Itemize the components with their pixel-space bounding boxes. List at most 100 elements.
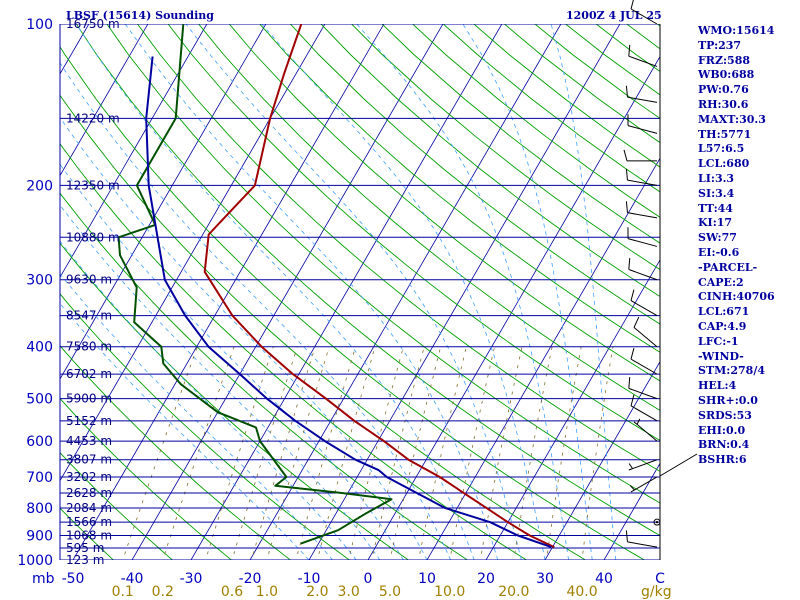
pressure-tick-label: 600 [26, 434, 53, 450]
moist-adiabat-line [60, 204, 381, 560]
height-label: 2084 m [66, 501, 112, 515]
stat-item: FRZ:588 [698, 53, 751, 67]
isotherm-line [190, 24, 503, 560]
isotherm-line [60, 24, 208, 279]
height-label: 5152 m [66, 414, 112, 428]
mixing-ratio-label: 0.6 [221, 584, 243, 600]
dewpoint-profile [117, 24, 393, 545]
temperature-tick-label: 30 [536, 571, 554, 587]
mixing-ratio-line [316, 346, 376, 560]
pressure-tick-label: 200 [26, 178, 53, 194]
height-label: 1566 m [66, 515, 112, 529]
wind-barb [623, 149, 657, 162]
wind-barb [633, 418, 658, 442]
isotherm-line [485, 259, 660, 560]
height-label: 1068 m [66, 528, 112, 542]
stat-item: LCL:671 [698, 305, 750, 319]
pressure-tick-label: 500 [26, 392, 53, 408]
dry-adiabat-line [60, 452, 174, 560]
wind-barbs [623, 0, 698, 548]
wind-barb [628, 44, 658, 67]
mixing-ratio-label: 0.2 [152, 584, 174, 600]
dry-adiabat-line [60, 507, 115, 560]
wind-barb [630, 289, 658, 317]
stat-item: EI:-0.6 [698, 245, 740, 259]
temperature-tick-label: -40 [121, 571, 144, 587]
stat-item: TT:44 [698, 201, 733, 215]
pressure-tick-label: 900 [26, 528, 53, 544]
isotherm-line [426, 157, 660, 560]
stat-item: KI:17 [698, 216, 733, 230]
mixing-ratio-label: 3.0 [337, 584, 359, 600]
page-title: LBSF (15614) Sounding [66, 9, 214, 22]
stat-item: L57:6.5 [698, 142, 745, 156]
wind-barb [627, 227, 658, 247]
temperature-unit-label: C [655, 571, 665, 587]
temperature-tick-label: -30 [180, 571, 203, 587]
temperature-profile [203, 24, 555, 549]
height-label: 3202 m [66, 470, 112, 484]
height-label: 5900 m [66, 392, 112, 406]
height-label: 2628 m [66, 486, 112, 500]
wind-barb [630, 0, 658, 25]
stat-item: HEL:4 [698, 379, 737, 393]
isotherm-line [603, 462, 660, 560]
stat-item: CAPE:2 [698, 275, 744, 289]
stat-item: SHR+:0.0 [698, 393, 758, 407]
wind-barb [628, 376, 658, 400]
height-label: 6702 m [66, 367, 112, 381]
moist-adiabat-line [356, 24, 569, 560]
wind-barb [629, 476, 658, 493]
wind-barb [625, 201, 658, 219]
height-label: 595 m [66, 541, 104, 555]
wind-barb [625, 85, 658, 103]
mixing-ratio-label: 2.0 [306, 584, 328, 600]
stat-item: CINH:40706 [698, 290, 775, 304]
pressure-tick-label: 800 [26, 501, 53, 517]
dry-adiabat-line [60, 397, 233, 560]
chart-grid [0, 0, 660, 571]
mixing-ratio-line [581, 346, 614, 560]
mixing-ratio-line [546, 346, 582, 560]
stat-item: RH:30.6 [698, 97, 749, 111]
chart-series [117, 24, 555, 549]
mixing-ratio-label: 0.1 [112, 584, 134, 600]
mixing-ratio-label: 1.0 [256, 584, 278, 600]
mixing-ratio-label: 40.0 [566, 584, 597, 600]
stat-item: CAP:4.9 [698, 319, 747, 333]
mixing-ratio-label: 10.0 [434, 584, 465, 600]
dry-adiabat-line [0, 0, 6, 571]
stat-item: SRDS:53 [698, 408, 752, 422]
isotherm-line [249, 24, 562, 560]
wind-barb [625, 168, 658, 186]
temperature-tick-label: 0 [364, 571, 373, 587]
dry-adiabat-line [60, 45, 646, 560]
dry-adiabat-line [60, 345, 292, 560]
height-label: 8547 m [66, 309, 112, 323]
height-label: 12350 m [66, 178, 120, 192]
stat-item: SW:77 [698, 231, 737, 245]
sounding-datetime: 1200Z 4 JUL 25 [566, 9, 662, 22]
isotherm-line [308, 24, 621, 560]
mixing-ratio-line [122, 346, 198, 560]
mixing-ratio-line [418, 346, 467, 560]
wind-barb [630, 394, 658, 422]
dry-adiabat-line [60, 242, 410, 560]
wind-barb [633, 316, 658, 348]
wind-barb [627, 114, 658, 134]
stat-item: STM:278/4 [698, 364, 765, 378]
wind-barb [628, 258, 658, 281]
temperature-tick-label: 40 [595, 571, 613, 587]
height-label: 10880 m [66, 230, 120, 244]
stat-item: MAXT:30.3 [698, 112, 766, 126]
height-label: 16750 m [66, 17, 120, 31]
stat-item: -WIND- [698, 349, 744, 363]
mixing-ratio-label: 20.0 [498, 584, 529, 600]
mixing-ratio-label: 5.0 [379, 584, 401, 600]
mixing-ratio-line [371, 346, 425, 560]
pressure-tick-label: 700 [26, 470, 53, 486]
wind-barb [625, 530, 658, 548]
pressure-tick-label: 100 [26, 17, 53, 33]
pressure-tick-label: 1000 [17, 553, 53, 569]
